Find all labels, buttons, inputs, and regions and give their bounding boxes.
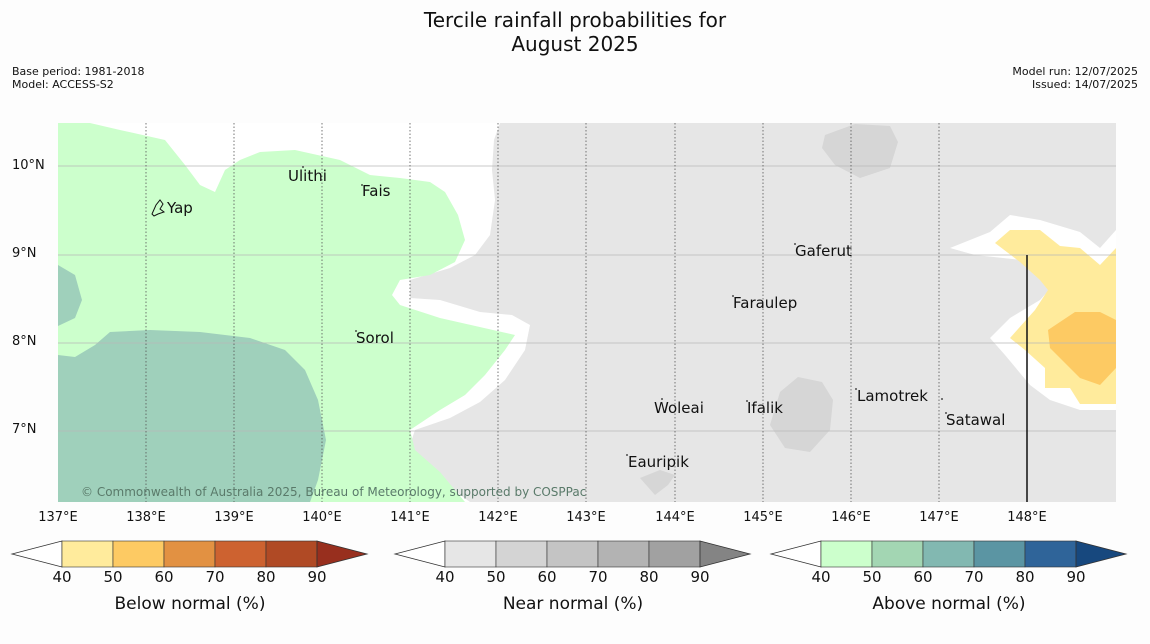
xtick-138E: 138°E: [126, 510, 166, 525]
colorbar-segment: [922, 540, 975, 568]
title-line-1: Tercile rainfall probabilities for: [423, 8, 727, 32]
colorbar-segment: [871, 540, 924, 568]
colorbar-segment: [495, 540, 548, 568]
legend-tick: 50: [862, 568, 882, 586]
legend-tick: 40: [435, 568, 455, 586]
place-label-ulithi: Ulithi: [288, 167, 327, 185]
colorbar-segment: [163, 540, 216, 568]
colorbar-extend-low: [769, 540, 822, 568]
colorbar-segment: [444, 540, 497, 568]
colorbar-segment: [61, 540, 114, 568]
colorbar-extend-low: [10, 540, 63, 568]
xtick-144E: 144°E: [655, 510, 695, 525]
place-label-fais: Fais: [362, 182, 391, 200]
xtick-139E: 139°E: [214, 510, 254, 525]
legend-tick: 70: [588, 568, 608, 586]
place-label-satawal: Satawal: [946, 411, 1006, 429]
legend-tick: 60: [913, 568, 933, 586]
orange-50-region: [1048, 312, 1116, 385]
xtick-141E: 141°E: [390, 510, 430, 525]
xtick-137E: 137°E: [38, 510, 78, 525]
colorbar-extend-high: [1075, 540, 1128, 568]
colorbar-segment: [112, 540, 165, 568]
legend-tick: 90: [1066, 568, 1086, 586]
grey-50-spot-north: [822, 124, 898, 178]
colorbar-below: [10, 540, 369, 568]
ytick-9N: 9°N: [12, 246, 37, 261]
colorbar-extend-high: [316, 540, 369, 568]
place-label-eauripik: Eauripik: [628, 453, 689, 471]
legend-tick: 80: [1015, 568, 1035, 586]
ytick-10N: 10°N: [12, 158, 45, 173]
issued-date: Issued: 14/07/2025: [1031, 78, 1138, 91]
xtick-148E: 148°E: [1007, 510, 1047, 525]
place-label-yap: Yap: [167, 199, 193, 217]
place-label-lamotrek: Lamotrek: [857, 387, 928, 405]
legend-tick: 60: [537, 568, 557, 586]
colorbar-segment: [265, 540, 318, 568]
colorbar-segment: [597, 540, 650, 568]
meridians: [145, 123, 940, 502]
meta-right: Model run: 12/07/2025 Issued: 14/07/2025: [1012, 65, 1138, 91]
place-label-gaferut: Gaferut: [795, 242, 852, 260]
legend-tick: 50: [486, 568, 506, 586]
colorbar-segment: [973, 540, 1026, 568]
grey-50-spot-south: [770, 377, 833, 452]
grey-50-spot-eauripik: [640, 470, 675, 495]
model-run: Model run: 12/07/2025: [1012, 65, 1138, 78]
colorbar-segment: [546, 540, 599, 568]
legend-title-below: Below normal (%): [114, 594, 266, 614]
colorbar-segment: [214, 540, 267, 568]
colorbar-segment: [1024, 540, 1077, 568]
xtick-145E: 145°E: [743, 510, 783, 525]
legend-tick: 80: [639, 568, 659, 586]
legend-title-near: Near normal (%): [502, 594, 644, 614]
colorbar-near: [393, 540, 752, 568]
legend-tick: 40: [52, 568, 72, 586]
copyright-notice: © Commonwealth of Australia 2025, Bureau…: [81, 485, 587, 499]
xtick-140E: 140°E: [302, 510, 342, 525]
place-label-faraulep: Faraulep: [733, 294, 798, 312]
legend-tick: 70: [205, 568, 225, 586]
colorbar-above: [769, 540, 1128, 568]
legend-tick: 90: [307, 568, 327, 586]
colorbar-segment: [820, 540, 873, 568]
title-line-2: August 2025: [511, 32, 639, 56]
xtick-143E: 143°E: [566, 510, 606, 525]
base-period: Base period: 1981-2018: [12, 65, 145, 78]
green-50-region: [58, 265, 326, 502]
xtick-147E: 147°E: [919, 510, 959, 525]
legend-tick: 90: [690, 568, 710, 586]
xtick-146E: 146°E: [831, 510, 871, 525]
ytick-8N: 8°N: [12, 334, 37, 349]
legend-tick: 50: [103, 568, 123, 586]
place-label-ifalik: Ifalik: [747, 399, 783, 417]
colorbar-extend-high: [699, 540, 752, 568]
legend-tick: 60: [154, 568, 174, 586]
place-label-woleai: Woleai: [654, 399, 704, 417]
island-dots: [302, 166, 947, 456]
colorbar-segment: [648, 540, 701, 568]
place-label-sorol: Sorol: [356, 329, 394, 347]
meta-left: Base period: 1981-2018 Model: ACCESS-S2: [12, 65, 144, 91]
model-name: Model: ACCESS-S2: [12, 78, 114, 91]
legend-tick: 40: [811, 568, 831, 586]
yap-island: [151, 199, 166, 217]
legend-tick: 80: [256, 568, 276, 586]
chart-title: Tercile rainfall probabilities for Augus…: [0, 8, 1150, 56]
legend-tick: 70: [964, 568, 984, 586]
colorbar-extend-low: [393, 540, 446, 568]
xtick-142E: 142°E: [478, 510, 518, 525]
legend-title-above: Above normal (%): [872, 594, 1026, 614]
ytick-7N: 7°N: [12, 422, 37, 437]
